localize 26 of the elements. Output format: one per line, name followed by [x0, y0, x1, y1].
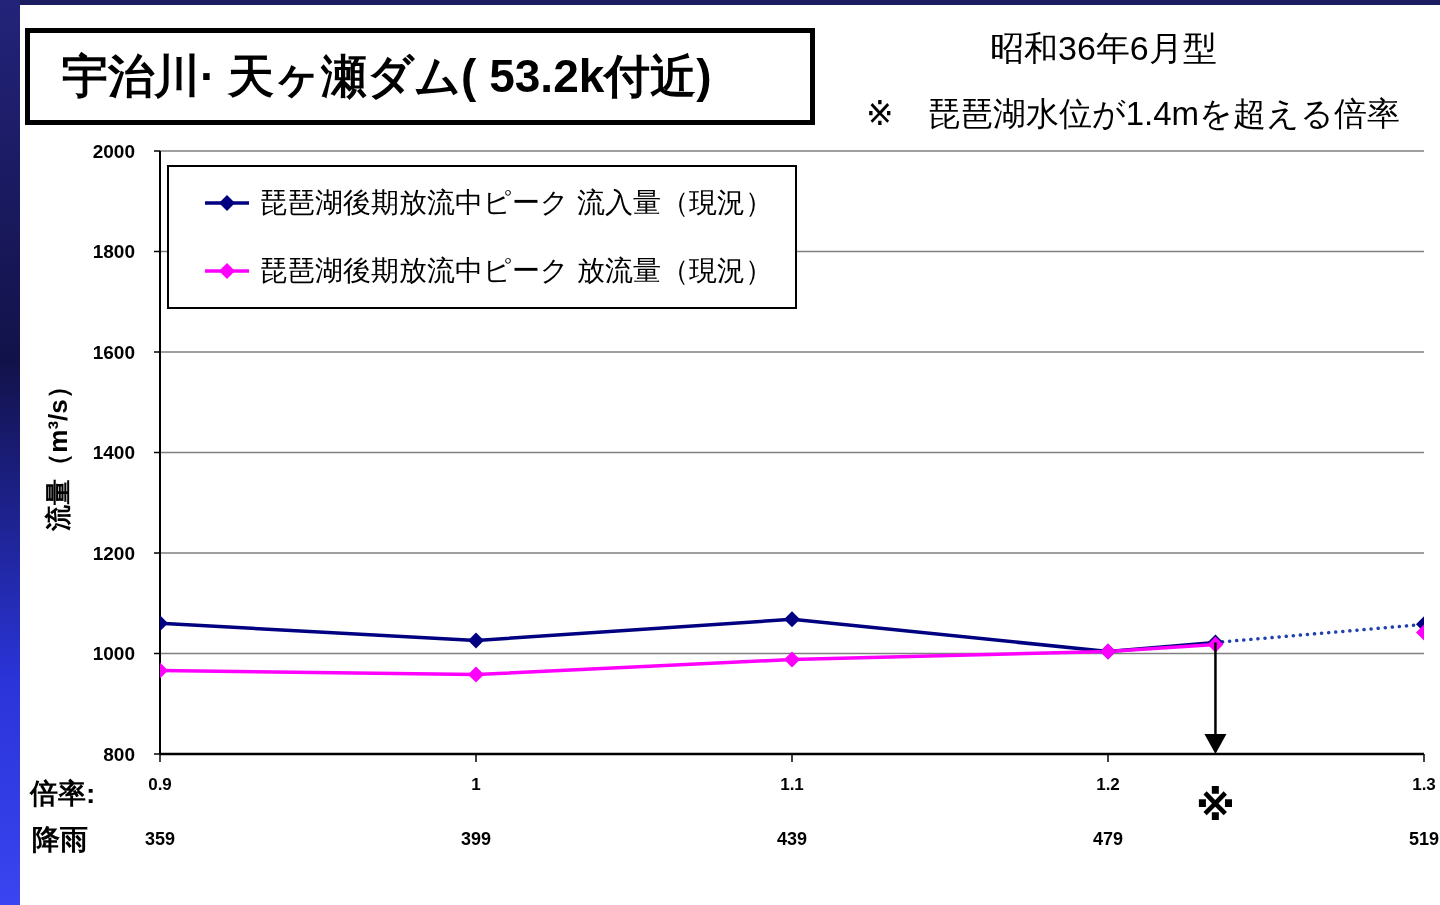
x2-axis-title: 降雨: [32, 823, 88, 857]
x2-tick-label: 359: [144, 829, 176, 849]
text: ※ 琵琶湖水位が1.4mを超える倍率: [866, 94, 1401, 134]
annotation: ※: [1195, 784, 1235, 828]
y-axis-title: 流量（m³/s）: [41, 373, 74, 531]
x2-tick-label: 399: [460, 829, 492, 849]
y-tick-label: 800: [103, 743, 135, 765]
x-tick-label: 0.9: [148, 775, 172, 795]
legend-label: 琵琶湖後期放流中ピーク 放流量（現況）: [259, 254, 773, 288]
x-tick-label: 1.2: [1096, 775, 1120, 795]
chart-title: 宇治川· 天ヶ瀬ダム( 53.2k付近): [62, 49, 712, 104]
x2-tick-label: 479: [1092, 829, 1124, 849]
y-tick-label: 1200: [92, 542, 135, 564]
y-tick-label: 2000: [92, 140, 135, 162]
y-tick-label: 1400: [92, 442, 135, 464]
y-tick-label: 1000: [92, 643, 135, 665]
x-axis-title: 倍率:: [30, 777, 96, 811]
y-tick-label: 1800: [92, 241, 135, 263]
chart-subtitle: 昭和36年6月型: [990, 28, 1217, 69]
x2-tick-label: 519: [1408, 829, 1440, 849]
x-tick-label: 1.3: [1412, 775, 1436, 795]
legend-label: 琵琶湖後期放流中ピーク 流入量（現況）: [259, 186, 773, 220]
x2-tick-label: 439: [776, 829, 808, 849]
y-tick-label: 1600: [92, 341, 135, 363]
x-tick-label: 1: [471, 775, 481, 795]
x-tick-label: 1.1: [780, 775, 804, 795]
